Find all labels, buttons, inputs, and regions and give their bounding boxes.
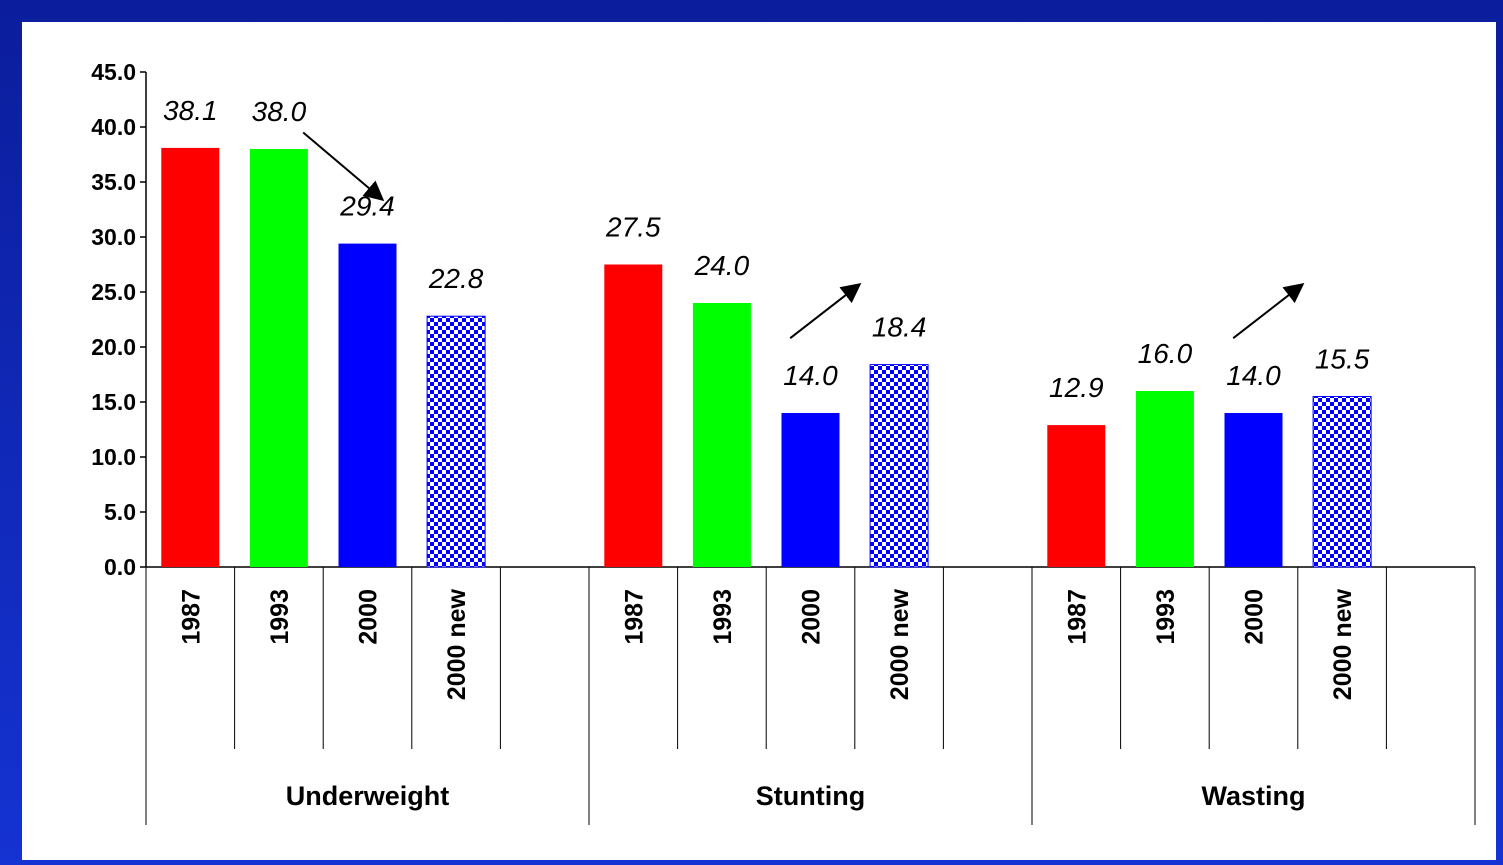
chart-panel: 0.0 5.0 10.0 15.0 20.0 25.0 30.0 35.0 40.0 45.0 38… (22, 22, 1496, 860)
bar-stunting-1993 (692, 303, 751, 567)
bar-stunting-2000 (781, 413, 840, 567)
y-tick-label: 35.0 (91, 169, 136, 195)
category-label: 1993 (1152, 589, 1180, 645)
y-tick-label: 20.0 (91, 334, 136, 360)
bar-chart: 0.0 5.0 10.0 15.0 20.0 25.0 30.0 35.0 40.0 45.0 38… (91, 59, 1476, 825)
y-tick-label: 25.0 (91, 279, 136, 305)
category-label: 1987 (1063, 589, 1091, 645)
category-label: 2000 new (886, 588, 914, 700)
category-label: 2000 (355, 589, 383, 645)
data-label: 27.5 (605, 212, 661, 243)
category-label: 2000 (1241, 589, 1269, 645)
data-label: 29.4 (339, 191, 395, 222)
bars (161, 147, 1372, 568)
data-label: 14.0 (783, 360, 838, 391)
bar-underweight-2000 (338, 243, 397, 567)
group-label: Stunting (756, 781, 865, 811)
category-label: 2000 new (443, 588, 471, 700)
group-label: Wasting (1202, 781, 1306, 811)
labels: 0.0 5.0 10.0 15.0 20.0 25.0 30.0 35.0 40.0 45.0 38… (91, 59, 1370, 811)
category-label: 2000 new (1329, 588, 1357, 700)
bar-stunting-1987 (604, 264, 663, 567)
data-label: 24.0 (694, 250, 750, 281)
data-label: 14.0 (1226, 360, 1281, 391)
group-label: Underweight (286, 781, 450, 811)
bar-wasting-1993 (1135, 391, 1194, 567)
bar-underweight-1987 (161, 147, 220, 567)
category-label: 1993 (709, 589, 737, 645)
trend-arrow-up (789, 282, 862, 339)
trend-arrow-up (1232, 282, 1305, 339)
category-label: 1993 (266, 589, 294, 645)
category-label: 1987 (620, 589, 648, 645)
data-label: 38.1 (163, 95, 218, 126)
y-tick-label: 15.0 (91, 389, 136, 415)
bar-wasting-2000-new (1312, 396, 1372, 568)
data-label: 12.9 (1049, 372, 1104, 403)
y-tick-label: 45.0 (91, 59, 136, 85)
data-label: 38.0 (252, 96, 307, 127)
category-label: 1987 (177, 589, 205, 645)
y-tick-label: 10.0 (91, 444, 136, 470)
data-label: 16.0 (1138, 338, 1193, 369)
bar-wasting-2000 (1224, 413, 1283, 567)
y-tick-label: 0.0 (104, 554, 136, 580)
bar-underweight-2000-new (426, 315, 486, 568)
bar-underweight-1993 (249, 149, 308, 567)
trend-arrow-down (302, 131, 385, 202)
category-label: 2000 (798, 589, 826, 645)
data-label: 15.5 (1315, 344, 1370, 375)
bar-wasting-1987 (1047, 425, 1106, 567)
y-tick-label: 40.0 (91, 114, 136, 140)
bar-stunting-2000-new (869, 364, 929, 568)
y-tick-label: 30.0 (91, 224, 136, 250)
trend-arrows (302, 131, 1305, 339)
data-label: 18.4 (872, 312, 927, 343)
data-label: 22.8 (428, 263, 484, 294)
y-tick-label: 5.0 (104, 499, 136, 525)
